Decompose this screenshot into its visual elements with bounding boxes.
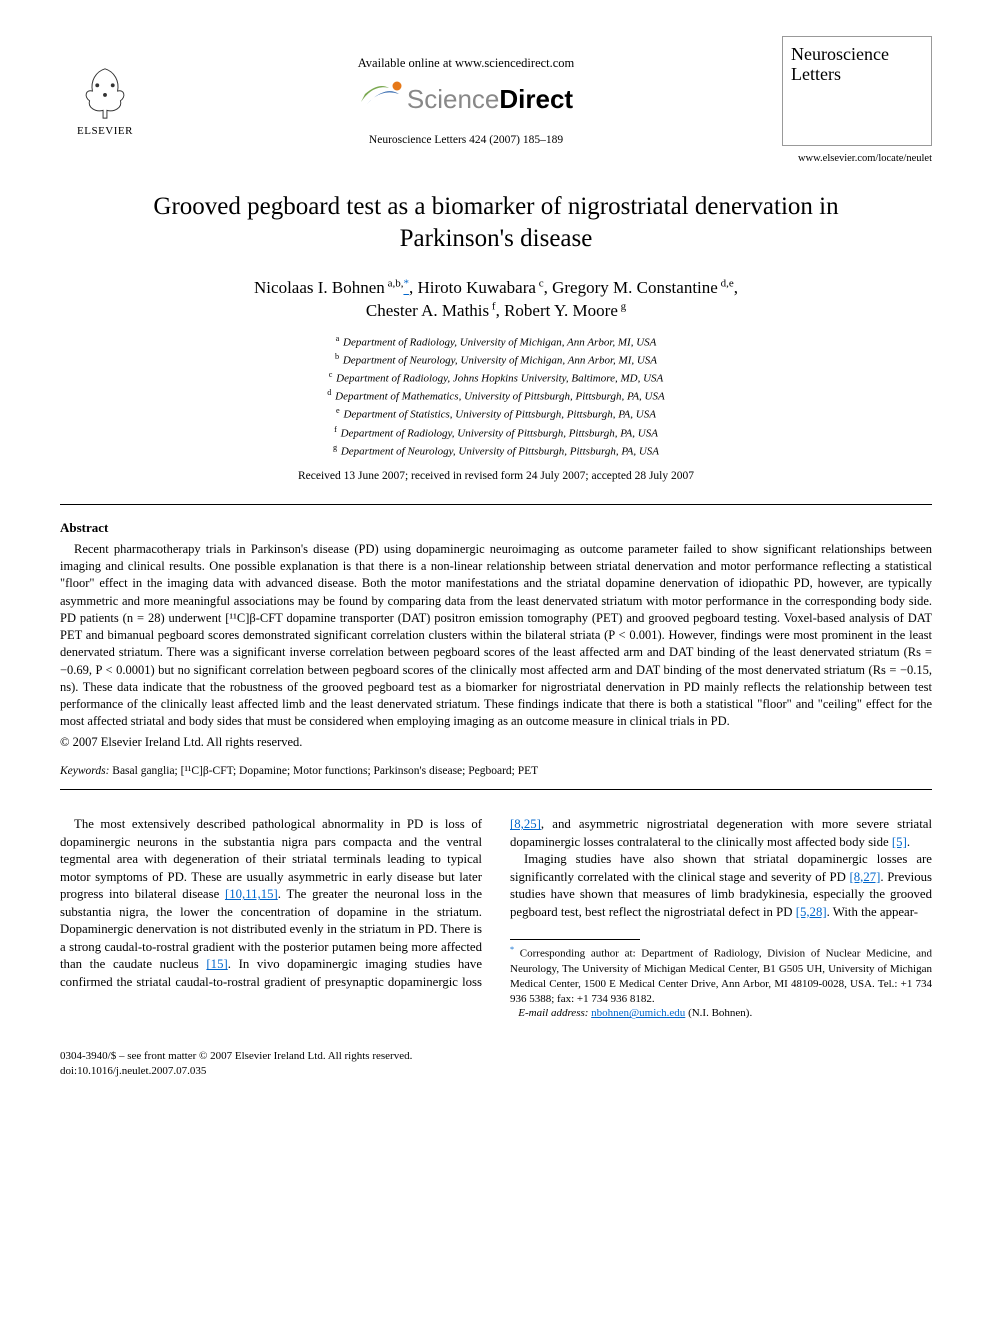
aff-sup: f (489, 301, 495, 313)
aff-sup: c (536, 277, 544, 289)
keywords-line: Keywords: Basal ganglia; [¹¹C]β-CFT; Dop… (60, 763, 932, 779)
article-title: Grooved pegboard test as a biomarker of … (100, 191, 892, 256)
authors-line: Nicolaas I. Bohnen a,b,*, Hiroto Kuwabar… (60, 276, 932, 324)
sd-science: Science (407, 84, 500, 114)
article-dates: Received 13 June 2007; received in revis… (60, 468, 932, 484)
abstract-text: Recent pharmacotherapy trials in Parkins… (60, 541, 932, 731)
keywords-label: Keywords: (60, 765, 109, 777)
affiliations: a Department of Radiology, University of… (60, 333, 932, 459)
available-online-text: Available online at www.sciencedirect.co… (150, 55, 782, 73)
sciencedirect-logo: ScienceDirect (359, 78, 573, 117)
body-columns: The most extensively described pathologi… (60, 816, 932, 1021)
affiliation-g: g Department of Neurology, University of… (60, 442, 932, 460)
issn-line: 0304-3940/$ – see front matter © 2007 El… (60, 1049, 932, 1063)
citation-line: Neuroscience Letters 424 (2007) 185–189 (150, 132, 782, 148)
divider (60, 789, 932, 790)
abstract-body: Recent pharmacotherapy trials in Parkins… (60, 541, 932, 731)
keywords-text: Basal ganglia; [¹¹C]β-CFT; Dopamine; Mot… (109, 765, 538, 777)
elsevier-tree-icon (76, 64, 134, 122)
affiliation-e: e Department of Statistics, University o… (60, 405, 932, 423)
journal-cover-block: Neuroscience Letters www.elsevier.com/lo… (782, 36, 932, 167)
header-center: Available online at www.sciencedirect.co… (150, 55, 782, 148)
aff-sup: g (618, 301, 626, 313)
ref-link[interactable]: [5] (892, 835, 907, 849)
sd-direct: Direct (499, 84, 573, 114)
aff-sup: a,b, (385, 277, 404, 289)
divider (60, 504, 932, 505)
corresponding-star[interactable]: * (403, 278, 409, 297)
ref-link[interactable]: [5,28] (796, 905, 827, 919)
aff-sup: d,e (718, 277, 734, 289)
sd-swoosh-icon (359, 78, 405, 108)
affiliation-a: a Department of Radiology, University of… (60, 333, 932, 351)
doi-line: doi:10.1016/j.neulet.2007.07.035 (60, 1064, 932, 1078)
ref-link[interactable]: [10,11,15] (225, 887, 278, 901)
corresponding-footnote: * Corresponding author at: Department of… (510, 944, 932, 1021)
body-para-2: Imaging studies have also shown that str… (510, 851, 932, 921)
email-link[interactable]: nbohnen@umich.edu (591, 1007, 685, 1019)
affiliation-b: b Department of Neurology, University of… (60, 351, 932, 369)
page-footer: 0304-3940/$ – see front matter © 2007 El… (60, 1049, 932, 1078)
journal-cover: Neuroscience Letters (782, 36, 932, 146)
ref-link[interactable]: [15] (206, 957, 227, 971)
affiliation-f: f Department of Radiology, University of… (60, 424, 932, 442)
footnote-star: * (510, 945, 514, 954)
elsevier-logo: ELSEVIER (60, 64, 150, 139)
affiliation-c: c Department of Radiology, Johns Hopkins… (60, 369, 932, 387)
ref-link[interactable]: [8,25] (510, 817, 541, 831)
email-label: E-mail address: (518, 1007, 588, 1019)
ref-link[interactable]: [8,27] (849, 870, 880, 884)
journal-url[interactable]: www.elsevier.com/locate/neulet (782, 152, 932, 167)
sd-wordmark: ScienceDirect (407, 81, 573, 117)
footnote-divider (510, 939, 640, 940)
elsevier-label: ELSEVIER (77, 124, 133, 139)
journal-header: ELSEVIER Available online at www.science… (60, 36, 932, 167)
abstract-copyright: © 2007 Elsevier Ireland Ltd. All rights … (60, 734, 932, 752)
journal-name: Neuroscience Letters (791, 45, 923, 85)
affiliation-d: d Department of Mathematics, University … (60, 387, 932, 405)
abstract-heading: Abstract (60, 519, 932, 537)
